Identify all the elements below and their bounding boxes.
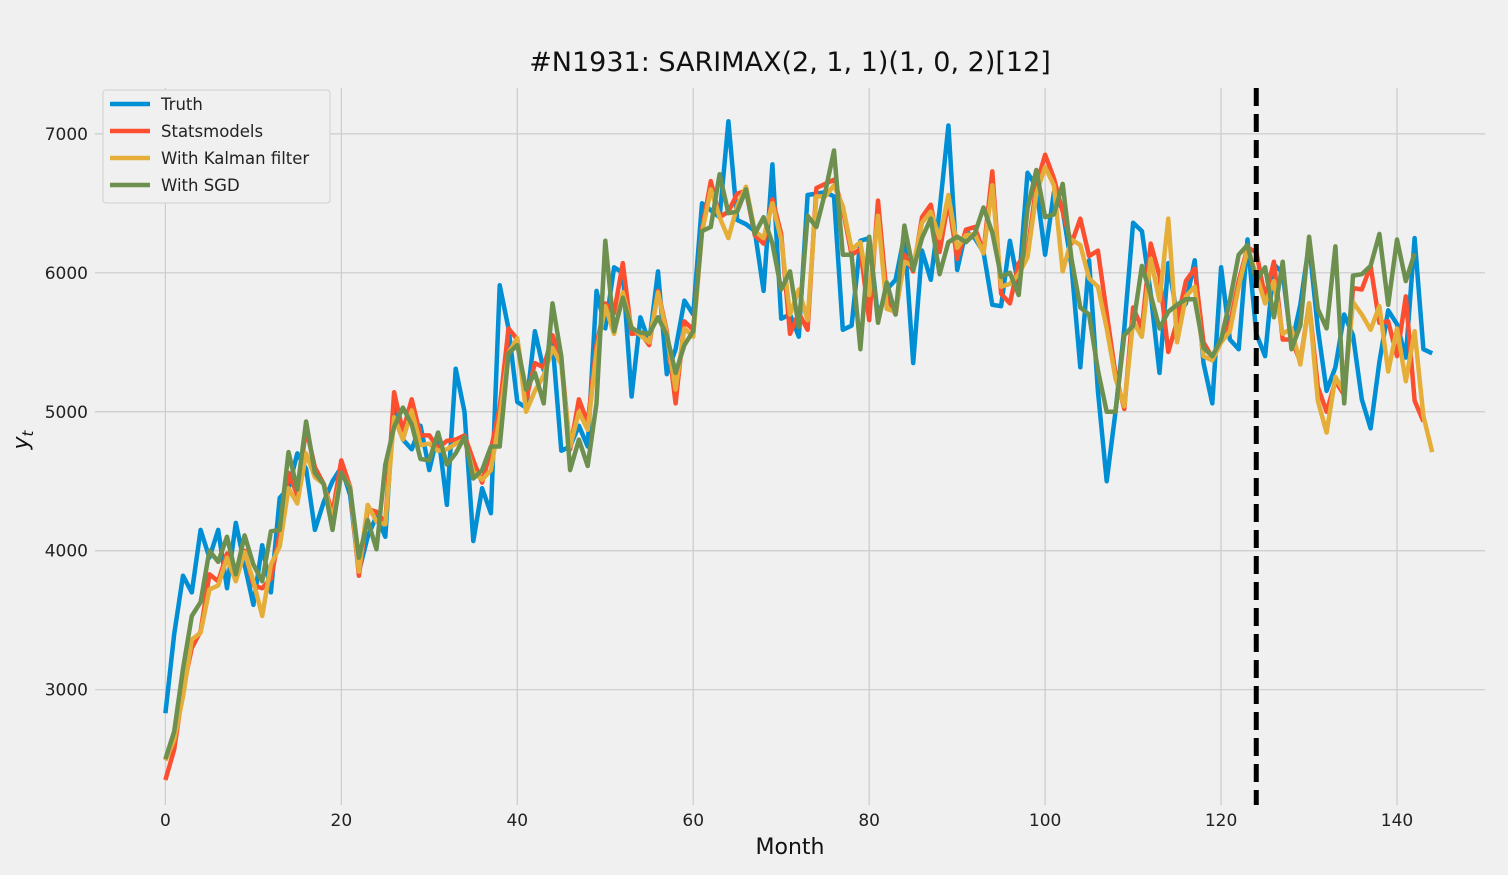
series-line-with-sgd bbox=[163, 148, 1417, 760]
y-tick-labels: 3000 4000 5000 6000 7000 bbox=[45, 125, 88, 701]
y-tick-label: 7000 bbox=[45, 125, 88, 145]
x-tick-label: 120 bbox=[1205, 811, 1237, 831]
legend-box bbox=[102, 89, 331, 204]
x-tick-label: 80 bbox=[858, 811, 880, 831]
y-tick-label: 5000 bbox=[45, 403, 88, 423]
chart-title: #N1931: SARIMAX(2, 1, 1)(1, 0, 2)[12] bbox=[529, 47, 1051, 78]
x-tick-label: 140 bbox=[1381, 811, 1413, 831]
x-tick-label: 100 bbox=[1029, 811, 1061, 831]
x-tick-label: 20 bbox=[331, 811, 353, 831]
series-lines bbox=[163, 119, 1435, 781]
x-tick-label: 0 bbox=[160, 811, 171, 831]
y-tick-label: 6000 bbox=[45, 264, 88, 284]
legend-label: Truth bbox=[160, 95, 203, 114]
x-tick-label: 60 bbox=[682, 811, 704, 831]
gridlines bbox=[95, 88, 1485, 805]
legend-label: With SGD bbox=[161, 176, 240, 195]
series-line-truth bbox=[163, 119, 1434, 714]
legend: Truth Statsmodels With Kalman filter With S… bbox=[102, 89, 331, 204]
legend-label: Statsmodels bbox=[161, 122, 263, 141]
y-tick-label: 4000 bbox=[45, 542, 88, 562]
x-tick-label: 40 bbox=[506, 811, 528, 831]
x-axis-label: Month bbox=[756, 835, 825, 860]
y-tick-label: 3000 bbox=[45, 681, 88, 701]
legend-label: With Kalman filter bbox=[161, 149, 309, 168]
x-tick-labels: 0 20 40 60 80 100 120 140 bbox=[160, 811, 1413, 831]
